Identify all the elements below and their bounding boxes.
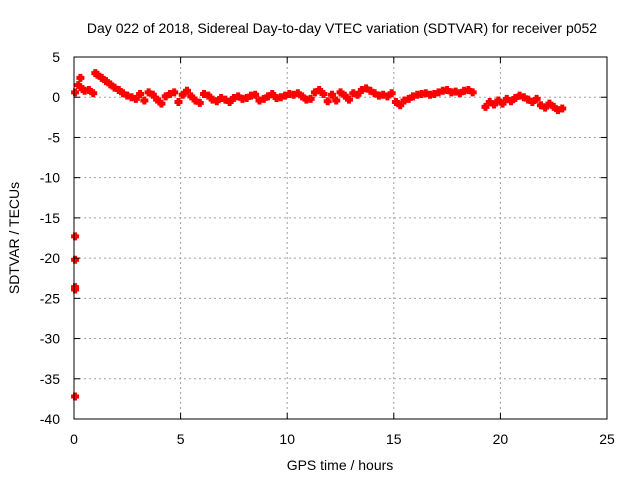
x-tick-label: 25 [599, 431, 615, 447]
data-point [396, 101, 405, 110]
data-point [490, 100, 499, 109]
data-point [148, 90, 157, 99]
data-point [71, 232, 80, 241]
data-point [323, 97, 332, 106]
y-tick-label: 5 [52, 49, 60, 65]
axis-ticks [73, 56, 608, 420]
x-tick-labels: 0 5 10 15 20 25 [70, 431, 615, 447]
y-tick-label: -25 [40, 290, 60, 306]
data-point [327, 90, 336, 99]
y-tick-label: -30 [40, 331, 60, 347]
data-point [353, 90, 362, 99]
data-point [174, 98, 183, 107]
y-tick-label: -20 [40, 250, 60, 266]
data-point [71, 392, 80, 401]
x-tick-label: 10 [279, 431, 295, 447]
data-point [74, 81, 83, 90]
data-point [481, 102, 490, 111]
plot-frame [73, 56, 608, 420]
x-axis-label: GPS time / hours [287, 457, 394, 473]
y-tick-label: -40 [40, 411, 60, 427]
data-point [71, 255, 80, 264]
data-point [345, 95, 354, 104]
data-point [225, 98, 234, 107]
data-point [178, 90, 187, 99]
data-point [71, 285, 80, 294]
data-point [387, 89, 396, 98]
data-point [89, 89, 98, 98]
data-point [170, 88, 179, 97]
y-tick-label: -35 [40, 371, 60, 387]
y-tick-label: 0 [52, 89, 60, 105]
data-point [541, 103, 550, 112]
data-point [136, 90, 145, 99]
data-point [319, 90, 328, 99]
y-tick-label: -5 [48, 129, 61, 145]
data-point [140, 96, 149, 105]
data-point [468, 88, 477, 97]
data-point [182, 86, 191, 95]
data-point [532, 94, 541, 103]
data-point [251, 90, 260, 99]
data-point [195, 98, 204, 107]
x-tick-label: 0 [70, 431, 78, 447]
data-point [306, 94, 315, 103]
x-tick-label: 5 [177, 431, 185, 447]
data-point [204, 91, 213, 100]
data-point [71, 88, 80, 97]
data-point [157, 99, 166, 108]
x-tick-label: 15 [386, 431, 402, 447]
data-point [498, 99, 507, 108]
x-tick-label: 20 [493, 431, 509, 447]
data-point [268, 90, 277, 99]
y-tick-label: -10 [40, 170, 60, 186]
grid-lines [74, 57, 607, 419]
data-point [340, 91, 349, 100]
data-point [131, 94, 140, 103]
data-point [332, 96, 341, 105]
data-point [315, 85, 324, 94]
chart-title: Day 022 of 2018, Sidereal Day-to-day VTE… [87, 20, 597, 36]
y-axis-label: SDTVAR / TECUs [6, 182, 22, 294]
y-tick-labels: 5 0 -5 -10 -15 -20 -25 -30 -35 -40 [40, 49, 60, 427]
data-point [153, 95, 162, 104]
data-point [558, 104, 567, 113]
data-points [71, 69, 567, 401]
y-tick-label: -15 [40, 210, 60, 226]
data-point [187, 92, 196, 101]
data-point [76, 73, 85, 82]
